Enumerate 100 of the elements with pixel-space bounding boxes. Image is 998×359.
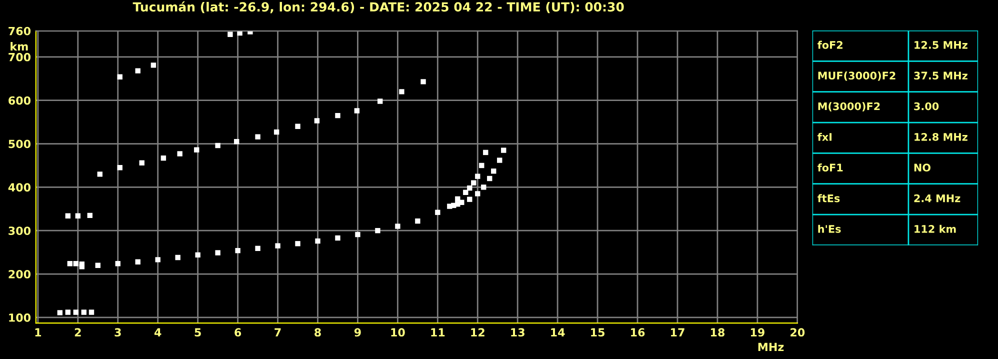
point <box>475 174 480 179</box>
point <box>65 213 71 218</box>
x-tick-label: 1 <box>35 328 42 336</box>
point <box>377 98 383 104</box>
point <box>471 180 476 186</box>
text: 2.4 MHz <box>914 194 960 202</box>
x-tick-label: 5 <box>194 328 201 337</box>
point <box>235 248 240 254</box>
point <box>491 168 496 174</box>
text: 112 km <box>914 224 956 233</box>
text: ftEs <box>818 194 840 202</box>
text: 12.5 MHz <box>914 40 968 49</box>
y-tick-label: 200 <box>8 270 31 278</box>
x-tick-label: 7 <box>274 328 281 336</box>
x-tick-label: 6 <box>234 328 242 337</box>
point <box>97 172 102 177</box>
point <box>463 190 468 195</box>
point <box>150 62 156 68</box>
x-tick-label: 17 <box>671 328 684 336</box>
point <box>115 261 120 266</box>
point <box>314 118 320 124</box>
point <box>73 261 78 266</box>
x-tick-label: 10 <box>391 328 405 337</box>
point <box>139 160 144 166</box>
chart-title: Tucumán (lat: -26.9, lon: 294.6) - DATE: 2025 04 22 - TIME (UT): 00:30 <box>132 1 624 14</box>
x-axis-title: MHz <box>758 342 784 352</box>
y-tick-label: 600 <box>8 96 31 105</box>
point <box>135 259 140 264</box>
point <box>295 124 300 129</box>
x-tick-label: 11 <box>431 328 445 336</box>
point <box>355 232 360 238</box>
point <box>73 310 78 315</box>
text: 12.8 MHz <box>914 133 968 141</box>
point <box>67 261 73 266</box>
point <box>483 150 488 156</box>
point <box>215 250 220 256</box>
text: h'Es <box>818 224 841 233</box>
point <box>487 176 492 182</box>
point <box>255 134 260 140</box>
text: fxI <box>818 132 832 141</box>
point <box>467 185 472 191</box>
x-tick-label: 18 <box>710 328 724 337</box>
point <box>420 79 426 84</box>
point <box>275 243 280 248</box>
point <box>459 200 464 205</box>
point <box>481 184 486 190</box>
y-axis-title: km <box>10 42 28 50</box>
point <box>354 108 360 114</box>
x-tick-label: 4 <box>154 328 162 336</box>
text: 3.00 <box>914 102 939 110</box>
point <box>57 310 63 316</box>
y-tick-label: 300 <box>8 226 31 235</box>
point <box>295 241 300 246</box>
y-tick-label: 500 <box>8 140 31 148</box>
y-tick-label: 400 <box>8 183 31 192</box>
text: NO <box>914 164 930 172</box>
point <box>160 156 166 161</box>
x-tick-label: 13 <box>511 328 524 337</box>
point <box>215 142 220 148</box>
text: M(3000)F2 <box>818 102 880 112</box>
x-tick-label: 14 <box>551 328 565 336</box>
point <box>315 238 320 244</box>
y-tick-label: 700 <box>8 52 31 62</box>
point <box>177 151 182 156</box>
y-tick-label: 100 <box>9 313 31 322</box>
text: MUF(3000)F2 <box>818 71 896 81</box>
point <box>501 148 506 153</box>
point <box>248 30 253 34</box>
x-tick-label: 12 <box>471 328 484 336</box>
x-tick-label: 19 <box>750 328 764 337</box>
point <box>65 310 71 315</box>
x-tick-label: 15 <box>591 328 604 337</box>
x-tick-label: 2 <box>74 328 81 336</box>
x-tick-label: 9 <box>354 328 361 337</box>
point <box>335 235 340 241</box>
x-tick-label: 20 <box>790 328 805 337</box>
point <box>228 32 233 37</box>
point <box>87 212 92 218</box>
point <box>95 262 100 268</box>
point <box>79 261 84 267</box>
point <box>395 224 400 229</box>
point <box>194 147 200 152</box>
point <box>255 246 260 252</box>
y-tick-label: 760 <box>8 26 31 36</box>
point <box>135 68 140 74</box>
x-tick-label: 8 <box>314 328 321 337</box>
point <box>175 254 180 260</box>
x-tick-label: 3 <box>114 328 121 337</box>
text: foF2 <box>818 40 842 49</box>
point <box>88 310 94 315</box>
point <box>117 165 122 170</box>
point <box>415 218 420 224</box>
point <box>435 210 440 215</box>
point <box>399 89 404 94</box>
point <box>81 310 86 315</box>
point <box>375 228 380 234</box>
point <box>274 129 280 135</box>
point <box>195 252 200 258</box>
point <box>475 191 480 196</box>
point <box>75 213 80 218</box>
